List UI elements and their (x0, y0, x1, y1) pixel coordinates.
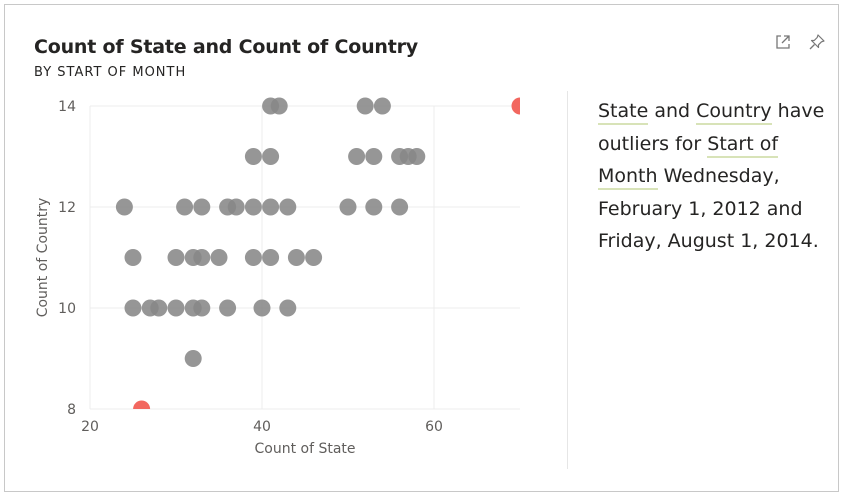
data-point[interactable] (219, 299, 237, 317)
data-point[interactable] (279, 198, 297, 216)
data-point[interactable] (356, 97, 374, 115)
narrative-text: Wednesday, February 1, 2012 and Friday, … (598, 165, 819, 252)
data-point[interactable] (115, 198, 133, 216)
data-point[interactable] (227, 198, 245, 216)
data-point[interactable] (150, 299, 168, 317)
data-point[interactable] (279, 299, 297, 317)
pin-button[interactable] (806, 31, 828, 53)
pin-icon (809, 34, 825, 50)
x-axis-title: Count of State (254, 441, 355, 457)
chart-subtitle: BY START OF MONTH (34, 65, 187, 80)
visual-card: Count of State and Count of Country BY S… (4, 4, 839, 492)
narrative-start-of-month-term: Start of Month (598, 132, 779, 190)
y-tick-label: 8 (67, 402, 76, 418)
narrative-text: have outliers for (598, 100, 825, 155)
y-axis-title: Count of Country (35, 198, 51, 318)
data-point[interactable] (244, 198, 262, 216)
smart-narrative: State and Country have outliers for Star… (598, 95, 828, 258)
data-point[interactable] (262, 249, 280, 266)
data-point[interactable] (210, 249, 228, 266)
data-point[interactable] (365, 148, 383, 165)
focus-mode-button[interactable] (772, 31, 794, 53)
y-tick-label: 10 (58, 301, 76, 317)
data-point[interactable] (262, 198, 280, 216)
data-point[interactable] (408, 148, 426, 165)
plot-area (115, 97, 529, 418)
data-point[interactable] (244, 249, 262, 266)
x-tick-label: 60 (425, 419, 443, 435)
data-point[interactable] (176, 198, 194, 216)
data-point[interactable] (193, 249, 211, 266)
data-point[interactable] (270, 97, 288, 115)
divider (567, 91, 568, 469)
data-point[interactable] (391, 198, 409, 216)
x-tick-label: 40 (253, 419, 271, 435)
outlier-point[interactable] (133, 400, 151, 418)
expand-icon (776, 35, 790, 49)
data-point[interactable] (305, 249, 323, 266)
data-point[interactable] (348, 148, 366, 165)
data-point[interactable] (287, 249, 305, 266)
data-point[interactable] (244, 148, 262, 165)
data-point[interactable] (124, 249, 142, 266)
chart-title: Count of State and Count of Country (34, 36, 418, 58)
y-tick-label: 14 (58, 99, 76, 115)
y-tick-label: 12 (58, 200, 76, 216)
data-point[interactable] (184, 350, 202, 367)
data-point[interactable] (167, 249, 185, 266)
narrative-text: and (648, 100, 697, 122)
data-point[interactable] (167, 299, 185, 317)
x-tick-label: 20 (81, 419, 99, 435)
data-point[interactable] (262, 148, 280, 165)
data-point[interactable] (193, 299, 211, 317)
data-point[interactable] (124, 299, 142, 317)
data-point[interactable] (253, 299, 271, 317)
data-point[interactable] (365, 198, 383, 216)
data-point[interactable] (193, 198, 211, 216)
visual-toolbar (772, 31, 828, 53)
data-point[interactable] (339, 198, 357, 216)
narrative-state-term: State (598, 100, 649, 125)
data-point[interactable] (373, 97, 391, 115)
narrative-country-term: Country (696, 100, 772, 125)
scatter-chart: 8 10 12 14 20 40 60 Count of State Count of Coun… (35, 97, 529, 457)
outlier-point[interactable] (511, 97, 529, 115)
